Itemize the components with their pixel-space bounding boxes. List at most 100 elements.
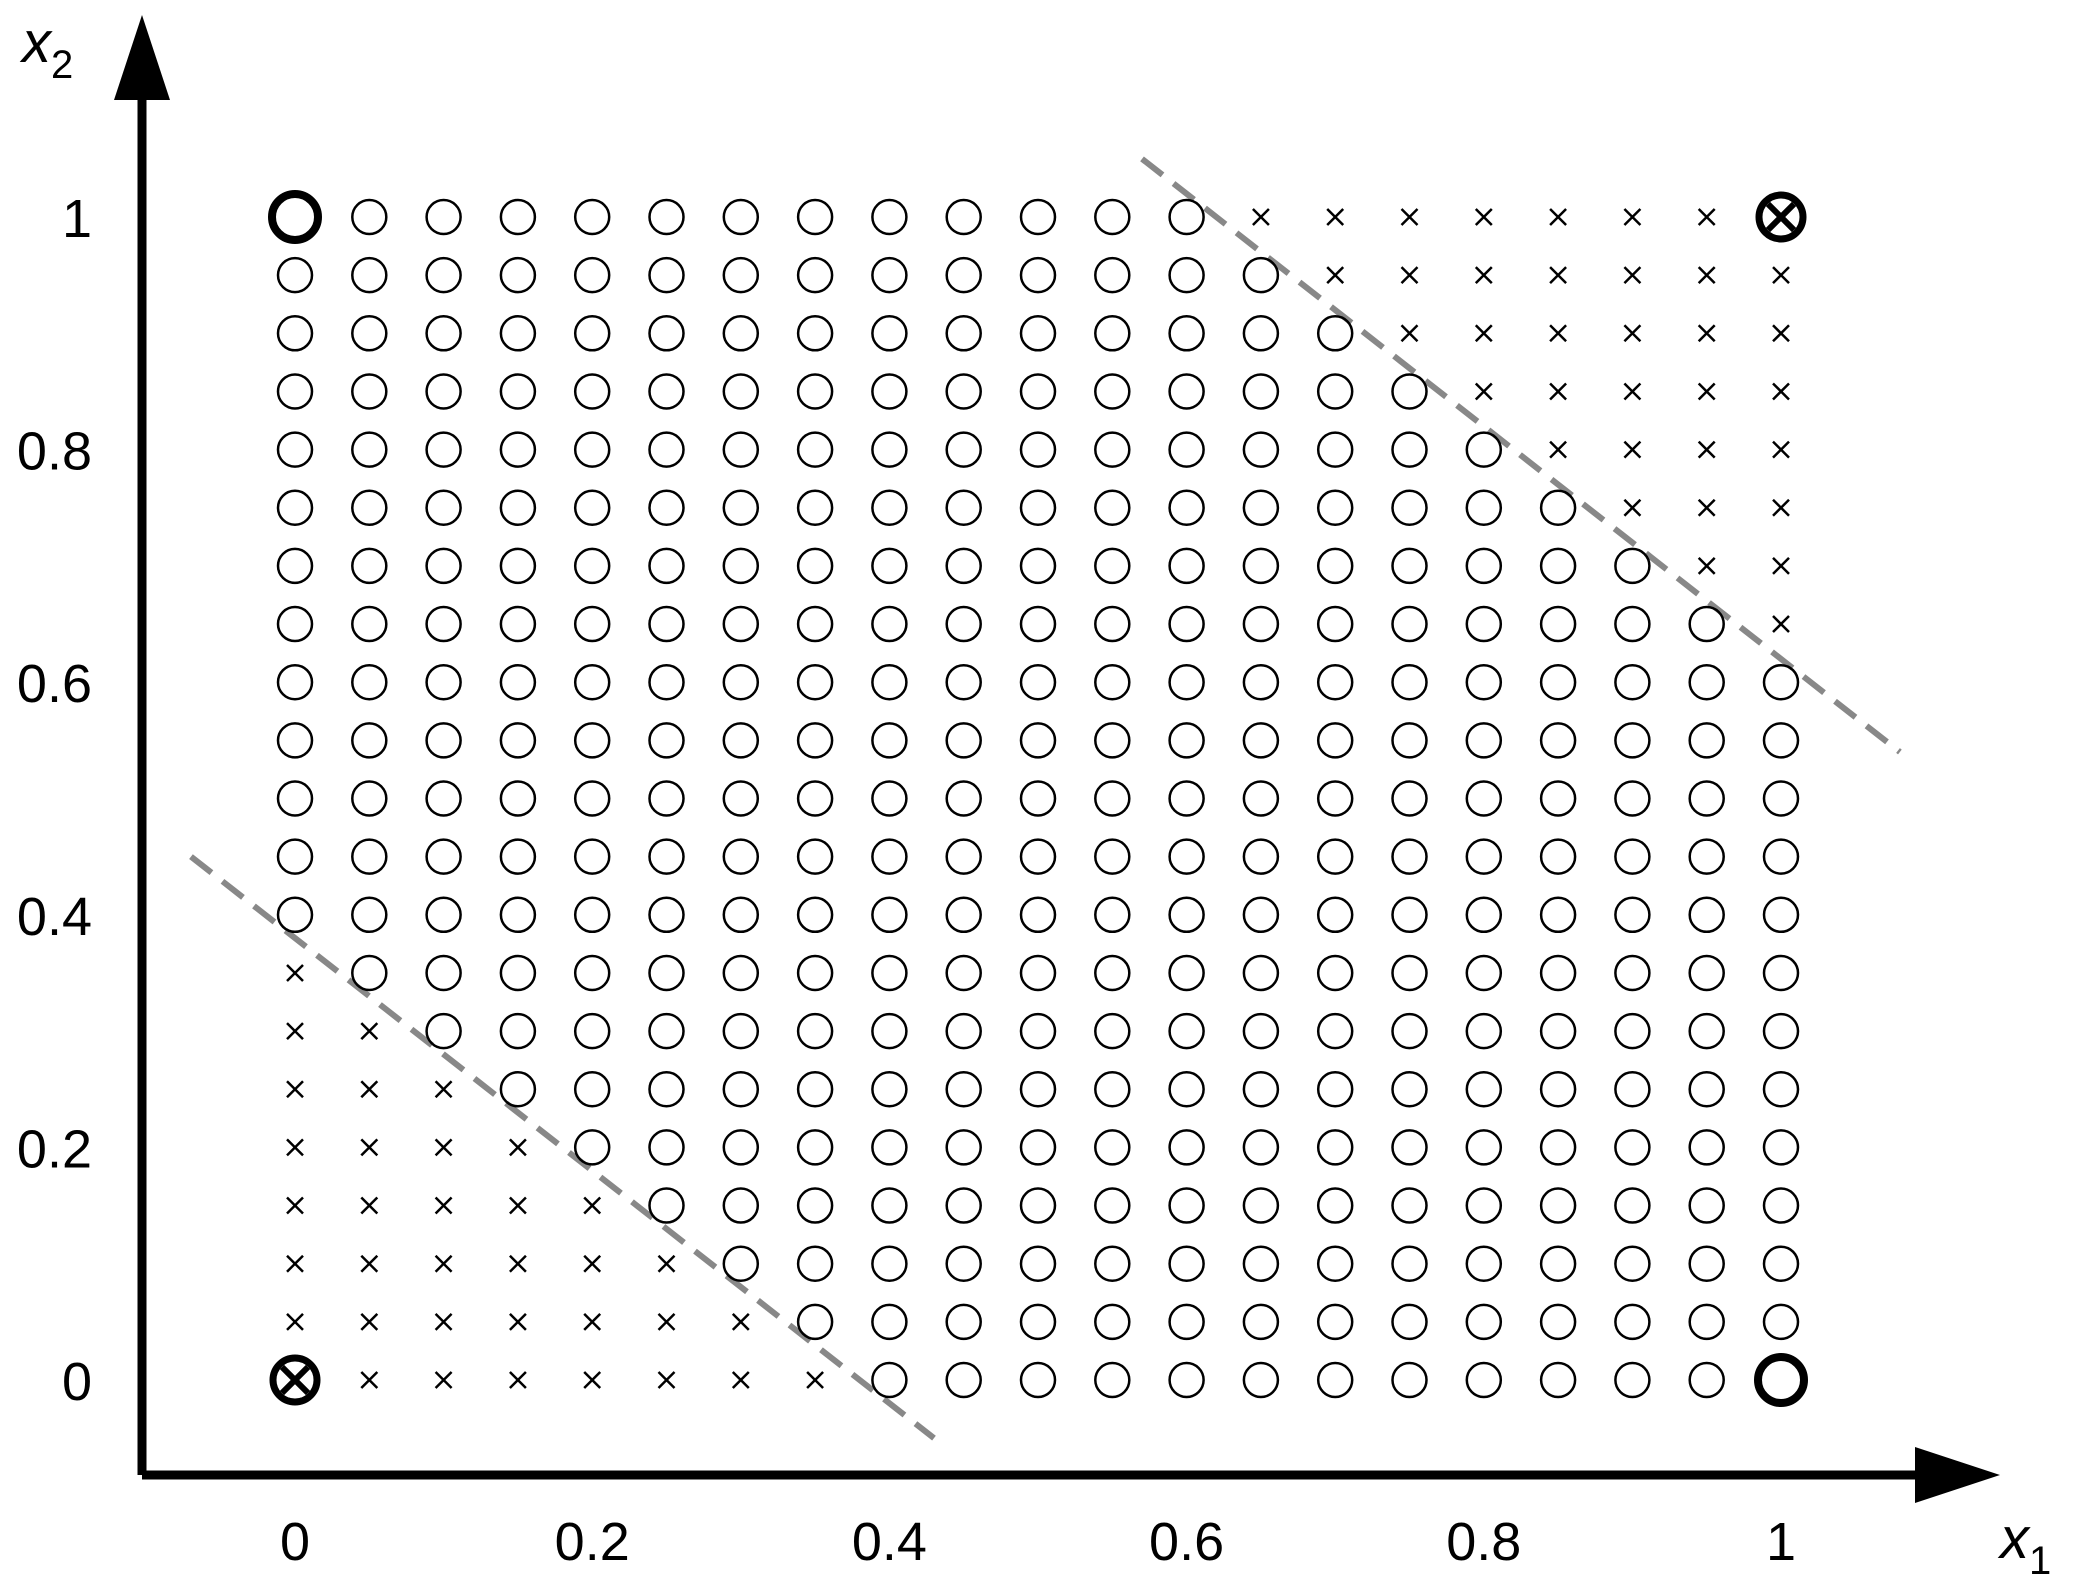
circle-point <box>945 1361 982 1399</box>
circle-point <box>573 1012 611 1050</box>
y-axis-arrowhead <box>114 15 170 100</box>
circle-point <box>648 315 685 352</box>
cross-stroke <box>286 1022 304 1040</box>
bold-circled-x-point <box>269 1354 321 1406</box>
circle-point <box>499 256 537 294</box>
circle-point <box>1168 315 1205 352</box>
circle-point <box>499 315 537 352</box>
x-point <box>1474 382 1493 401</box>
x-point <box>1400 266 1419 285</box>
circle-point <box>425 198 462 236</box>
circle-point <box>871 489 908 526</box>
circle-point <box>425 605 462 643</box>
x-point <box>1549 440 1567 459</box>
circle-point <box>796 1012 834 1050</box>
circle-point <box>1465 489 1503 526</box>
circle-point <box>648 605 685 643</box>
circle-point <box>276 431 314 468</box>
circle-point <box>1688 1245 1725 1282</box>
x-point <box>1549 324 1567 343</box>
cross-stroke <box>1623 266 1642 285</box>
x-point <box>286 1254 304 1273</box>
circle-point <box>1094 256 1131 294</box>
circle-point <box>1465 547 1503 585</box>
circle-point <box>1316 896 1354 934</box>
circle-point <box>871 198 908 236</box>
circle-point <box>1242 1361 1280 1399</box>
circle-point <box>871 1361 908 1399</box>
circle-point <box>573 896 611 934</box>
circle-point <box>1019 547 1057 585</box>
cross-stroke <box>286 964 304 982</box>
x-point <box>657 1254 676 1273</box>
circle-point <box>1168 954 1205 992</box>
circle-point <box>499 1071 537 1108</box>
circle-point <box>1539 1071 1577 1108</box>
circle-point <box>722 896 760 934</box>
x-tick-label: 0.2 <box>555 1512 630 1572</box>
circle-point <box>722 1187 760 1224</box>
x-point <box>1772 498 1790 517</box>
circle-point <box>1614 1245 1651 1282</box>
circle-point <box>1019 1187 1057 1224</box>
decision-boundaries <box>189 156 1902 1441</box>
circle-point <box>945 838 982 875</box>
circle-point <box>1242 896 1280 934</box>
cross-stroke <box>360 1371 379 1389</box>
circle-point <box>648 489 685 526</box>
x-point <box>1474 208 1493 226</box>
x-point <box>434 1312 453 1331</box>
circle-point <box>1465 605 1503 643</box>
circle-point <box>1242 431 1280 468</box>
circle-point <box>1614 1303 1651 1341</box>
circle-point <box>276 373 314 410</box>
circle-point <box>1762 896 1800 934</box>
circle-point <box>722 663 760 701</box>
y-tick-label: 1 <box>62 189 92 249</box>
circle-point <box>1391 605 1428 643</box>
circle-point <box>796 896 834 934</box>
circle-point <box>1614 954 1651 992</box>
x-point <box>286 1138 304 1157</box>
circle-point <box>499 838 537 875</box>
circle-point <box>1242 1071 1280 1108</box>
cross-stroke <box>360 1312 379 1331</box>
circle-point <box>1762 663 1800 701</box>
cross-stroke <box>657 1312 676 1331</box>
circle-point <box>871 256 908 294</box>
circle-point <box>648 954 685 992</box>
circle-point <box>425 663 462 701</box>
circle-point <box>573 605 611 643</box>
circle-point <box>871 722 908 759</box>
circle-point <box>499 373 537 410</box>
circle-point <box>1094 722 1131 759</box>
circle-point <box>1242 1012 1280 1050</box>
circle-point <box>1614 1361 1651 1399</box>
cross-stroke <box>1623 440 1642 459</box>
cross-stroke <box>360 1138 379 1157</box>
circle-point <box>1465 431 1503 468</box>
circle-point <box>1316 547 1354 585</box>
circled-x-ring <box>1755 191 1807 243</box>
x-tick-label: 0 <box>280 1512 310 1572</box>
circle-point <box>1688 605 1725 643</box>
circle-point <box>1762 838 1800 875</box>
circle-point <box>276 780 314 817</box>
circle-point <box>499 547 537 585</box>
circle-point <box>1168 1012 1205 1050</box>
circle-point <box>1539 605 1577 643</box>
cross-stroke <box>1697 266 1716 285</box>
circle-point <box>945 1129 982 1166</box>
cross-stroke <box>1549 382 1567 401</box>
circle-point <box>1094 1187 1131 1224</box>
x-tick-label: 0.4 <box>852 1512 927 1572</box>
x-point <box>1549 266 1567 285</box>
circle-point <box>1688 1012 1725 1050</box>
circle-point <box>573 954 611 992</box>
x-point <box>509 1312 527 1331</box>
circle-point <box>1539 1361 1577 1399</box>
circle-point <box>425 896 462 934</box>
circle-point <box>1391 1129 1428 1166</box>
circle-point <box>351 431 388 468</box>
cross-stroke <box>1697 324 1716 343</box>
